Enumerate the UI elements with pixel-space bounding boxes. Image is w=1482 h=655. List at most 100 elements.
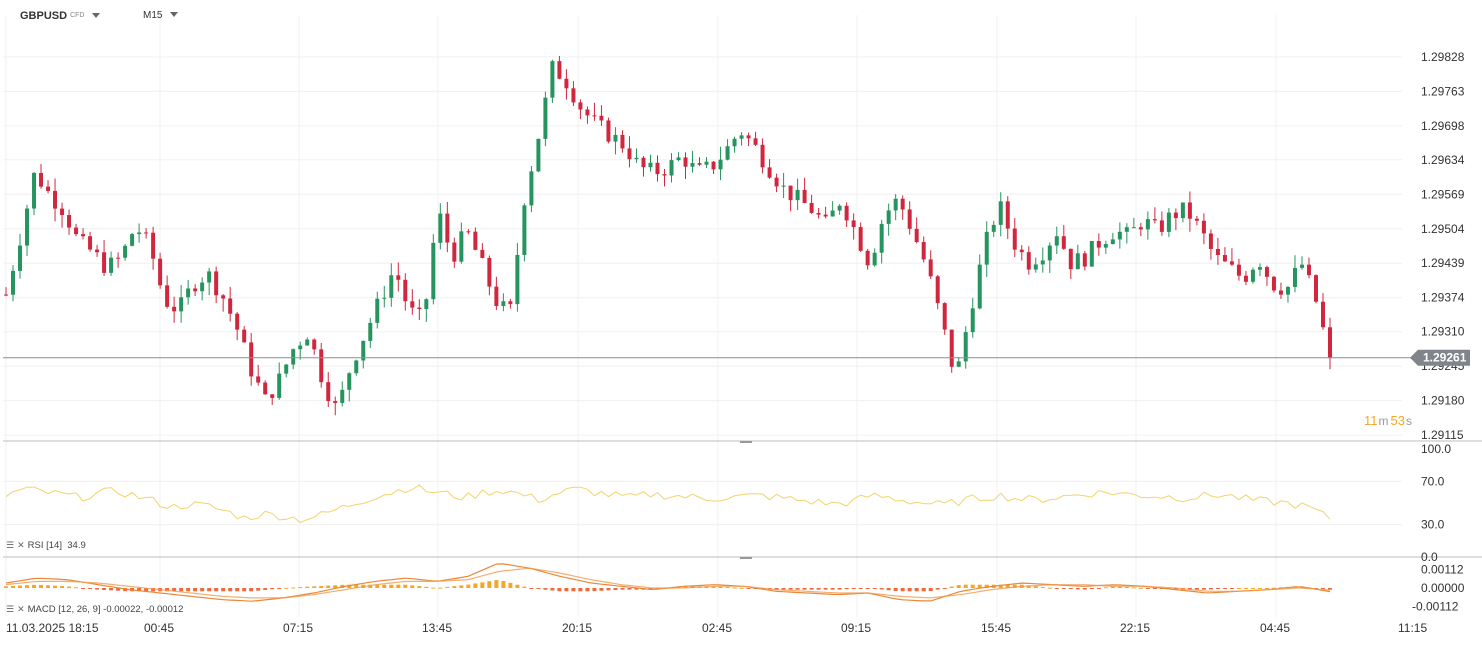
macd-histogram-bar <box>11 585 16 588</box>
macd-settings-icon[interactable]: ☰ <box>6 604 15 614</box>
candle-body <box>417 307 422 310</box>
macd-histogram-bar <box>998 584 1003 588</box>
macd-histogram-bar <box>970 584 975 588</box>
macd-histogram-bar <box>298 587 303 589</box>
candle-body <box>592 115 597 117</box>
symbol-dropdown-icon[interactable] <box>92 13 101 18</box>
x-tick-label: 11:15 <box>1398 621 1427 635</box>
candle-body <box>305 339 310 346</box>
candle-body <box>557 61 562 79</box>
candle-body <box>361 340 366 361</box>
macd-indicator-label: ☰ ✕ MACD [12, 26, 9] -0.00022, -0.00012 <box>6 604 183 615</box>
candle-body <box>1061 236 1066 249</box>
timeframe-label: M15 <box>143 10 163 21</box>
candle-body <box>326 382 331 402</box>
macd-histogram-bar <box>95 588 100 590</box>
macd-histogram-bar <box>1145 588 1150 589</box>
candle-body <box>1229 261 1234 265</box>
candle-body <box>1264 267 1269 277</box>
candle-body <box>1299 264 1304 268</box>
candle-body <box>921 242 926 260</box>
candle-body <box>375 298 380 323</box>
price-tick-label: 1.29374 <box>1421 291 1465 305</box>
macd-histogram-bar <box>81 588 86 589</box>
candle-body <box>1292 267 1297 287</box>
macd-histogram-bar <box>550 588 555 591</box>
macd-histogram-bar <box>165 588 170 592</box>
macd-histogram-bar <box>1208 588 1213 590</box>
macd-histogram-bar <box>207 588 212 592</box>
candle-body <box>914 228 919 243</box>
candles-layer <box>4 55 1332 416</box>
candle-body <box>1089 240 1094 267</box>
macd-histogram-bar <box>1138 587 1143 589</box>
candle-body <box>627 148 632 160</box>
candle-body <box>130 234 135 246</box>
macd-histogram-bar <box>1173 588 1178 590</box>
macd-histogram-bar <box>1103 587 1108 589</box>
macd-histogram-bar <box>347 584 352 588</box>
macd-histogram-bar <box>1061 588 1066 589</box>
candle-body <box>214 271 219 296</box>
macd-remove-icon[interactable]: ✕ <box>17 604 25 614</box>
candle-body <box>452 242 457 262</box>
candle-body <box>1208 233 1213 249</box>
macd-histogram-bar <box>1271 587 1276 589</box>
candle-body <box>1313 275 1318 302</box>
macd-histogram-bar <box>529 588 534 589</box>
macd-histogram-bar <box>795 588 800 590</box>
rsi-remove-icon[interactable]: ✕ <box>17 540 25 550</box>
candle-body <box>1180 202 1185 219</box>
candle-body <box>655 162 660 175</box>
candle-body <box>263 382 268 395</box>
candle-body <box>788 185 793 201</box>
candle-body <box>354 360 359 374</box>
candle-body <box>683 157 688 167</box>
rsi-tick-label: 0.0 <box>1421 550 1438 564</box>
macd-tick-label: 0.00112 <box>1421 562 1464 576</box>
candle-body <box>1096 240 1101 248</box>
candle-body <box>585 109 590 116</box>
macd-histogram-bar <box>200 588 205 592</box>
timeframe-dropdown-icon[interactable] <box>170 12 179 17</box>
macd-histogram-bar <box>522 586 527 588</box>
candle-body <box>1026 252 1031 270</box>
macd-histogram-bar <box>459 585 464 588</box>
macd-histogram-bar <box>39 584 44 588</box>
candle-body <box>158 258 163 286</box>
macd-histogram-bar <box>235 588 240 592</box>
rsi-value: 34.9 <box>67 540 86 551</box>
timeframe-selector[interactable]: M15 <box>143 10 179 21</box>
candle-body <box>1131 227 1136 229</box>
macd-params: [12, 26, 9] <box>58 604 101 615</box>
candle-body <box>1103 244 1108 248</box>
candle-body <box>1285 286 1290 295</box>
candle-body <box>697 163 702 165</box>
candle-body <box>809 202 814 213</box>
macd-histogram-bar <box>60 586 65 588</box>
candle-body <box>270 394 275 398</box>
symbol-selector[interactable]: GBPUSD CFD <box>20 10 101 22</box>
macd-histogram-bar <box>1047 587 1052 589</box>
candle-body <box>1187 202 1192 219</box>
candle-body <box>333 401 338 403</box>
x-tick-label: 20:15 <box>562 621 592 635</box>
macd-histogram-bar <box>221 588 226 592</box>
macd-histogram-bar <box>823 588 828 590</box>
macd-histogram-bar <box>1320 588 1325 589</box>
candle-body <box>900 198 905 210</box>
x-tick-label: 00:45 <box>144 621 174 635</box>
candle-body <box>186 288 191 298</box>
macd-histogram-bar <box>1075 588 1080 590</box>
candle-body <box>781 185 786 187</box>
macd-name: MACD <box>27 604 56 615</box>
rsi-settings-icon[interactable]: ☰ <box>6 540 15 550</box>
macd-histogram-bar <box>949 586 954 588</box>
macd-histogram-bar <box>844 588 849 590</box>
candle-body <box>844 205 849 221</box>
candle-body <box>984 231 989 265</box>
macd-histogram-bar <box>354 584 359 588</box>
candle-body <box>46 186 51 191</box>
macd-histogram-bar <box>634 588 639 590</box>
